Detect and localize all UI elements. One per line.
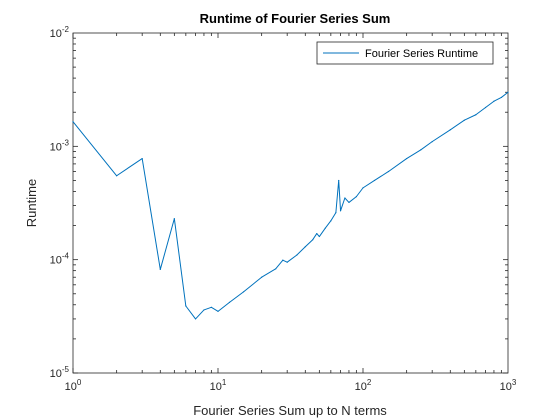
x-tick-label: 101 <box>210 378 227 393</box>
x-axis-label: Fourier Series Sum up to N terms <box>193 403 387 418</box>
series-layer <box>72 91 509 320</box>
y-tick-label: 10-3 <box>50 138 70 153</box>
data-point <box>159 268 161 271</box>
data-point <box>316 232 318 235</box>
data-point <box>339 210 342 212</box>
x-tick-label: 103 <box>500 378 517 393</box>
data-point <box>141 157 143 160</box>
x-tick-label: 102 <box>355 378 372 393</box>
chart-title: Runtime of Fourier Series Sum <box>200 11 391 26</box>
data-point <box>420 149 422 151</box>
data-point <box>362 187 364 189</box>
data-point <box>116 175 118 177</box>
legend: Fourier Series Runtime <box>316 41 494 65</box>
data-point <box>335 212 337 214</box>
x-tick-label: 100 <box>65 378 82 393</box>
data-point <box>304 246 306 248</box>
data-point <box>493 100 495 102</box>
data-point <box>210 306 212 308</box>
tick-marks <box>72 33 508 374</box>
data-point <box>72 121 74 123</box>
legend-box <box>316 41 494 65</box>
data-point <box>324 227 326 229</box>
data-point <box>173 218 175 220</box>
y-tick-label: 10-2 <box>50 25 70 40</box>
data-point <box>373 179 376 182</box>
legend-label: Fourier Series Runtime <box>365 48 478 60</box>
data-point <box>449 129 451 131</box>
series-line-0 <box>72 91 509 320</box>
data-point <box>203 309 205 311</box>
data-point <box>500 96 502 99</box>
data-point <box>484 106 487 109</box>
data-point <box>217 310 219 312</box>
tick-labels: 100 101 102 103 10-5 10-4 10-3 10-2 <box>50 25 517 393</box>
data-point <box>406 157 408 160</box>
data-point <box>507 91 509 93</box>
data-point <box>355 196 357 198</box>
data-point <box>286 261 288 263</box>
data-point <box>387 170 390 173</box>
data-point <box>348 201 350 204</box>
data-point <box>463 119 465 121</box>
data-point <box>312 239 314 241</box>
data-point <box>261 276 263 278</box>
data-point <box>431 141 433 143</box>
data-point <box>296 254 298 256</box>
data-point <box>282 259 284 261</box>
data-point <box>275 268 277 270</box>
data-point <box>228 301 231 303</box>
data-point <box>475 114 477 116</box>
y-tick-label: 10-5 <box>50 365 70 380</box>
data-point <box>344 197 346 199</box>
data-point <box>242 291 245 293</box>
data-point <box>338 179 340 182</box>
y-axis-label: Runtime <box>24 179 39 227</box>
data-point <box>194 318 197 320</box>
data-point <box>185 305 187 307</box>
data-point <box>318 235 320 238</box>
plot-area <box>72 32 509 374</box>
data-point <box>330 220 332 222</box>
y-tick-label: 10-4 <box>50 252 70 267</box>
